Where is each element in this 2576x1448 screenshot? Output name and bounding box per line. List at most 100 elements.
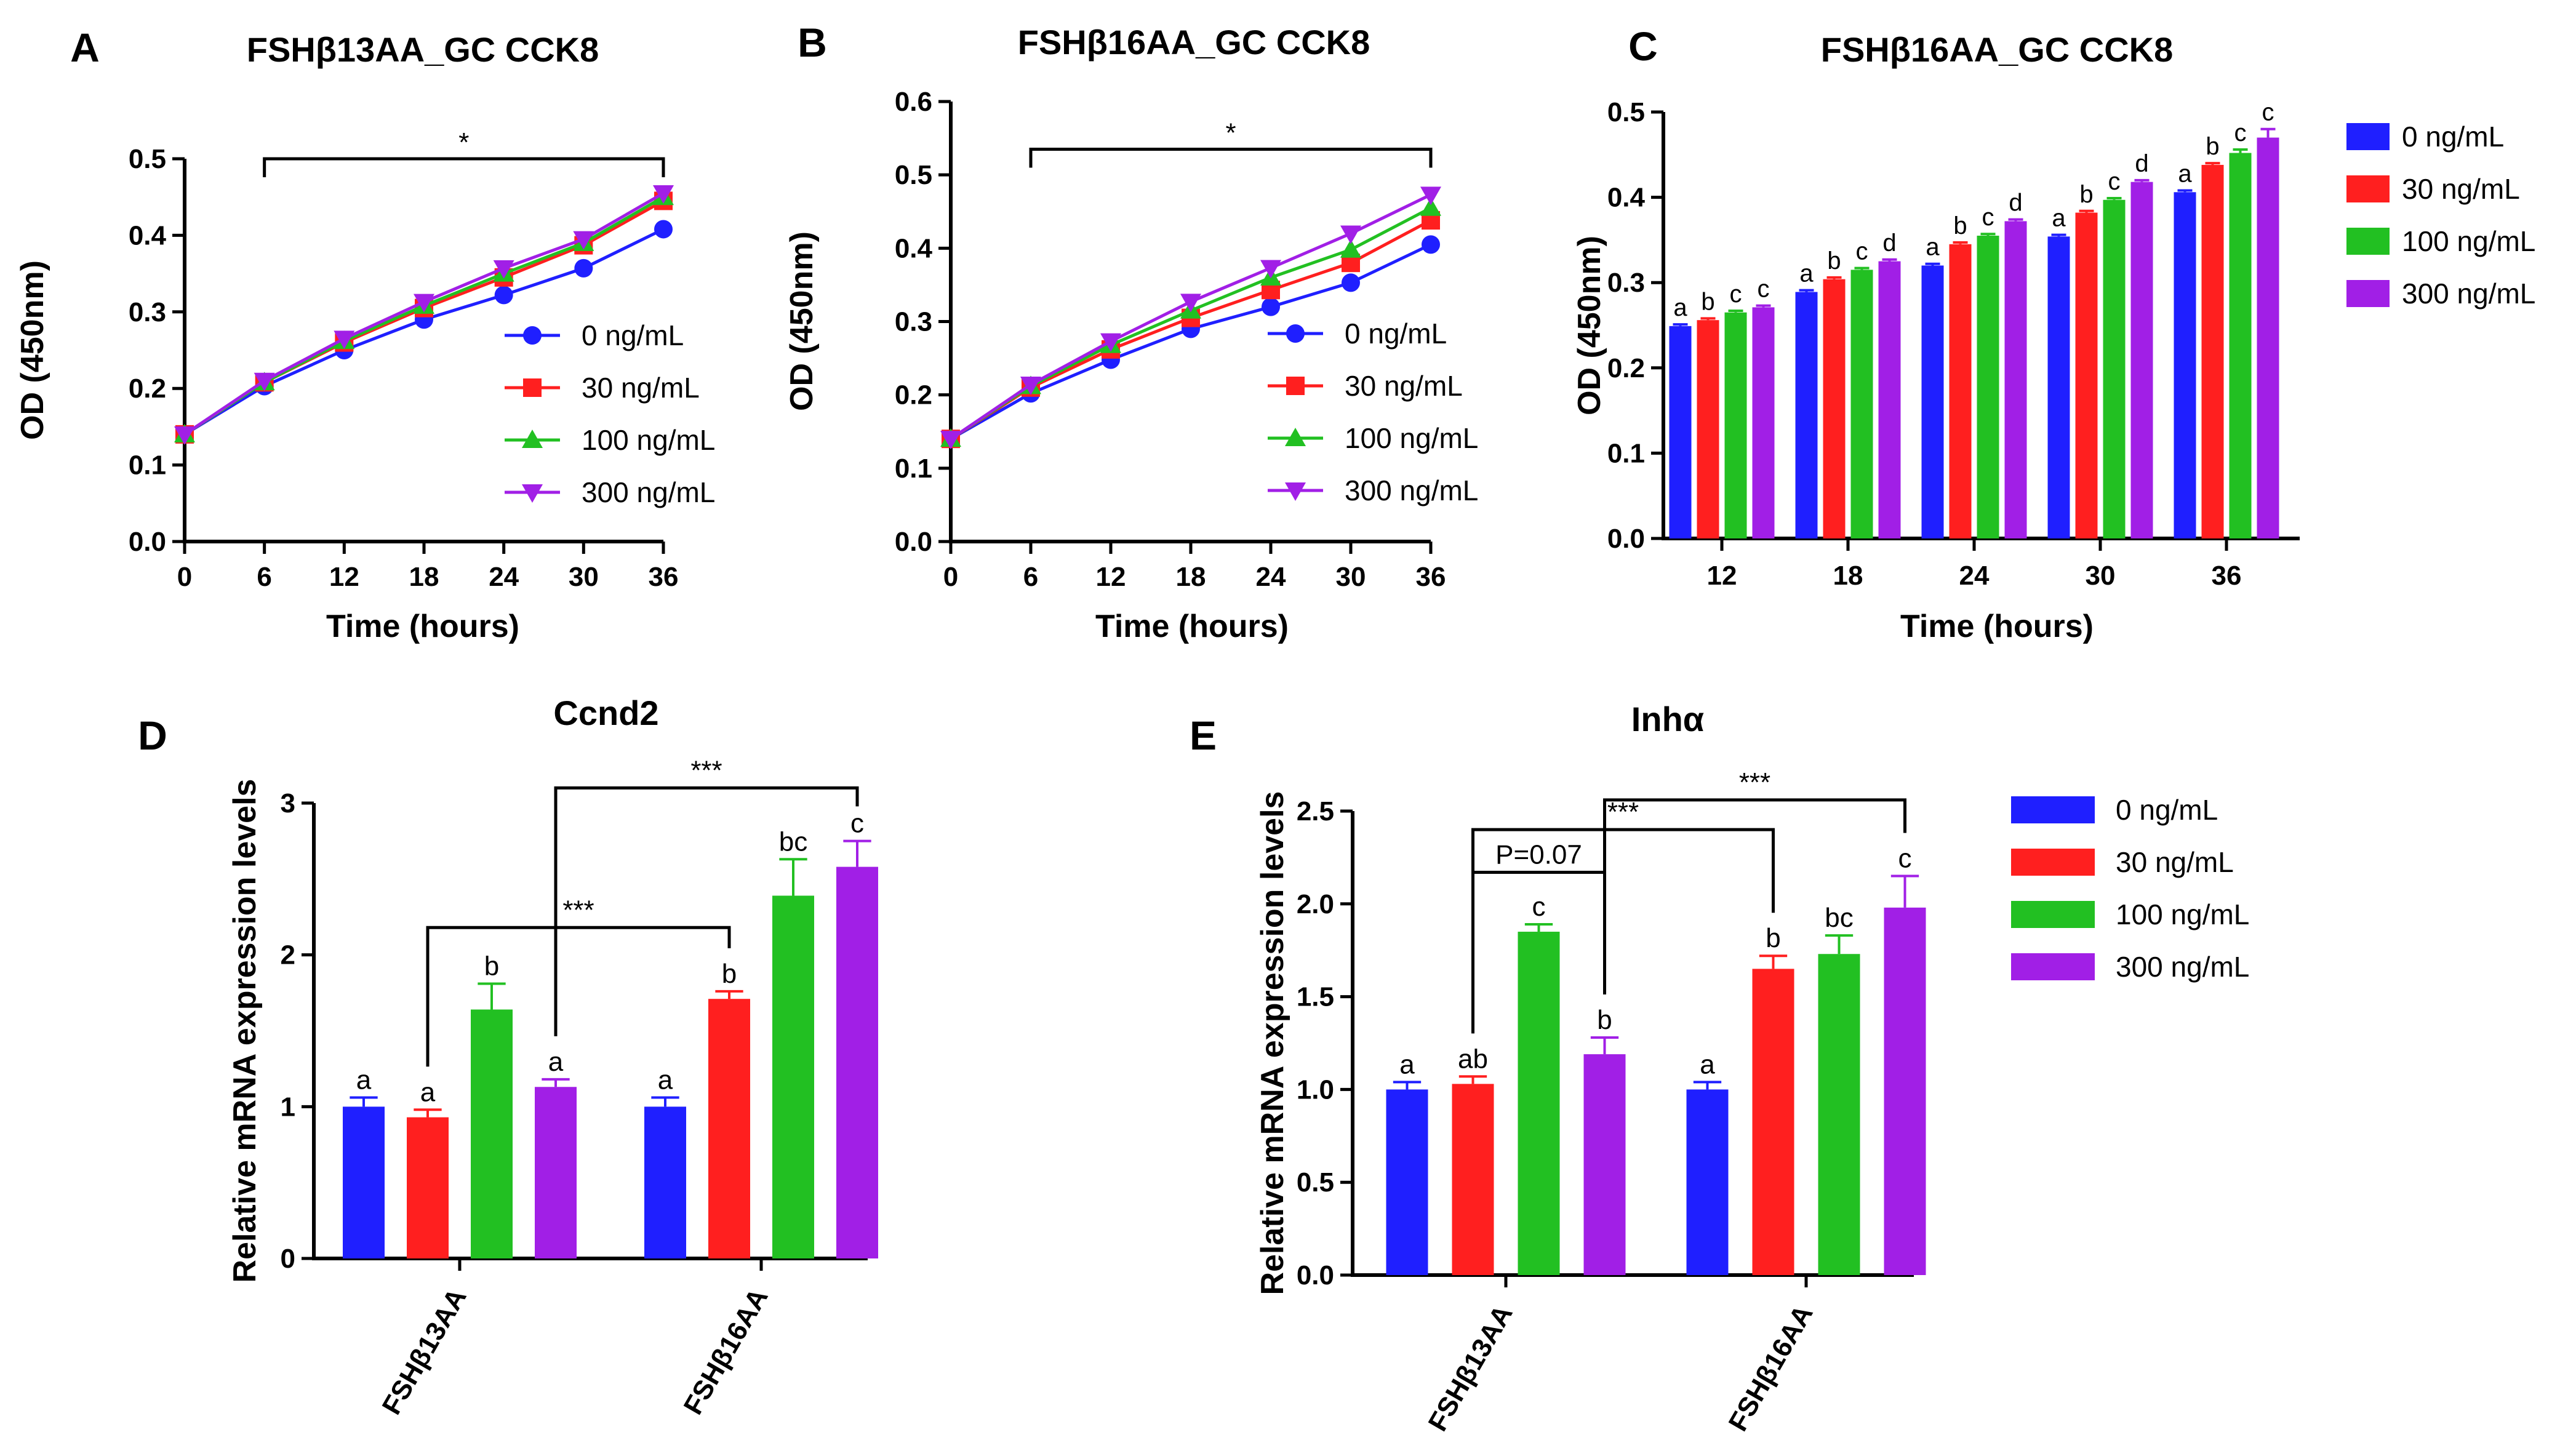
x-axis-label: Time (hours) xyxy=(326,609,519,644)
legend-label: 300 ng/mL xyxy=(582,476,715,508)
x-tick-label: 12 xyxy=(329,562,359,592)
significance-letter: a xyxy=(356,1065,372,1095)
significance-letter: a xyxy=(1799,260,1814,287)
y-tick-label: 1 xyxy=(281,1092,295,1122)
significance-letter: a xyxy=(1700,1049,1715,1079)
bar xyxy=(836,866,878,1258)
legend-label: 30 ng/mL xyxy=(2116,846,2234,878)
bar xyxy=(1977,235,1999,538)
chart-panel-E: E Inhα Relative mRNA expression levels 0.0 0… xyxy=(1190,700,2249,1436)
significance-letter: b xyxy=(2079,181,2093,208)
legend-marker xyxy=(1286,324,1305,343)
x-tick-label: 6 xyxy=(257,562,271,592)
legend-marker xyxy=(522,484,543,503)
x-tick-label: FSHβ13AA xyxy=(1423,1300,1519,1436)
bar xyxy=(644,1106,686,1258)
bar xyxy=(1823,279,1846,538)
y-tick-label: 0.5 xyxy=(129,144,166,174)
data-point xyxy=(1420,186,1441,206)
x-tick-label: 18 xyxy=(1833,561,1863,591)
x-tick-label: 12 xyxy=(1707,561,1737,591)
significance-letter: c xyxy=(1982,204,1994,231)
bar xyxy=(2130,182,2153,539)
chart-title: Ccnd2 xyxy=(553,694,658,732)
data-point xyxy=(574,258,593,278)
y-tick-label: 0.1 xyxy=(129,450,166,481)
significance-letter: c xyxy=(1730,281,1742,308)
bar xyxy=(1724,312,1747,538)
significance-label: * xyxy=(1225,118,1236,148)
data-point xyxy=(1340,239,1361,258)
y-axis-label: OD (450nm) xyxy=(784,231,820,411)
y-tick-label: 0.0 xyxy=(129,527,166,557)
significance-letter: b xyxy=(2206,133,2219,160)
y-tick-label: 0.5 xyxy=(1297,1167,1334,1198)
data-point xyxy=(254,372,275,391)
data-point xyxy=(1422,235,1440,254)
y-tick-label: 0 xyxy=(281,1244,295,1274)
x-tick-label: FSHβ13AA xyxy=(377,1284,473,1420)
y-axis-label: Relative mRNA expression levels xyxy=(1255,791,1290,1295)
x-tick-label: 24 xyxy=(1256,562,1286,592)
y-tick-label: 2.0 xyxy=(1297,889,1334,919)
x-tick-label: 30 xyxy=(569,562,599,592)
significance-letter: a xyxy=(1399,1049,1415,1079)
significance-letter: a xyxy=(658,1065,673,1095)
x-tick-label: 30 xyxy=(2086,561,2116,591)
x-tick-label: 12 xyxy=(1096,562,1126,592)
y-tick-label: 0.3 xyxy=(129,297,166,327)
y-axis-label: OD (450nm) xyxy=(1572,236,1607,415)
data-point xyxy=(653,185,674,204)
legend-swatch xyxy=(2011,953,2095,980)
data-point xyxy=(1100,333,1121,352)
data-point xyxy=(1342,273,1360,292)
x-tick-label: 18 xyxy=(409,562,439,592)
bar xyxy=(471,1009,513,1258)
legend-label: 300 ng/mL xyxy=(2402,278,2535,310)
chart-title: FSHβ16AA_GC CCK8 xyxy=(1018,23,1370,62)
y-tick-label: 2 xyxy=(281,940,295,970)
bar xyxy=(1752,969,1794,1275)
legend-swatch xyxy=(2346,228,2390,255)
significance-letter: c xyxy=(850,809,864,839)
legend-label: 300 ng/mL xyxy=(2116,951,2249,983)
y-tick-label: 0.4 xyxy=(1607,183,1646,213)
significance-label: *** xyxy=(690,755,722,785)
significance-letter: c xyxy=(1532,892,1546,922)
x-tick-label: 36 xyxy=(1416,562,1446,592)
chart-panel-B: B FSHβ16AA_GC CCK8 OD (450nm) Time (hours) 0… xyxy=(784,20,1478,644)
x-tick-label: 0 xyxy=(177,562,192,592)
legend-label: 300 ng/mL xyxy=(1345,474,1478,506)
y-tick-label: 0.3 xyxy=(1607,268,1645,298)
legend-swatch xyxy=(2011,849,2095,876)
y-tick-label: 0.3 xyxy=(895,307,932,337)
significance-letter: a xyxy=(420,1077,436,1107)
y-tick-label: 0.0 xyxy=(895,527,932,557)
bar xyxy=(2174,192,2196,538)
data-point xyxy=(1260,260,1281,279)
significance-letter: a xyxy=(2178,161,2192,188)
data-point xyxy=(654,220,673,239)
significance-letter: b xyxy=(484,951,499,982)
significance-letter: bc xyxy=(1825,903,1853,933)
y-tick-label: 0.0 xyxy=(1297,1260,1334,1290)
bar xyxy=(2229,153,2252,538)
x-axis-label: Time (hours) xyxy=(1900,609,2094,644)
panel-letter: D xyxy=(138,713,167,758)
legend-marker xyxy=(522,430,543,448)
significance-bracket xyxy=(1603,798,1906,994)
bar xyxy=(2004,221,2027,539)
data-point xyxy=(493,260,514,279)
significance-label: *** xyxy=(1739,767,1770,798)
legend-label: 0 ng/mL xyxy=(2402,121,2504,153)
y-tick-label: 2.5 xyxy=(1297,796,1334,826)
data-point xyxy=(1180,294,1201,313)
chart-title: FSHβ13AA_GC CCK8 xyxy=(247,30,599,69)
y-tick-label: 0.6 xyxy=(895,87,932,117)
data-point xyxy=(1262,297,1280,316)
panel-letter: C xyxy=(1628,23,1658,69)
legend-marker xyxy=(523,326,542,345)
significance-letter: a xyxy=(548,1047,564,1077)
significance-letter: c xyxy=(2262,99,2274,126)
bar xyxy=(708,999,750,1258)
